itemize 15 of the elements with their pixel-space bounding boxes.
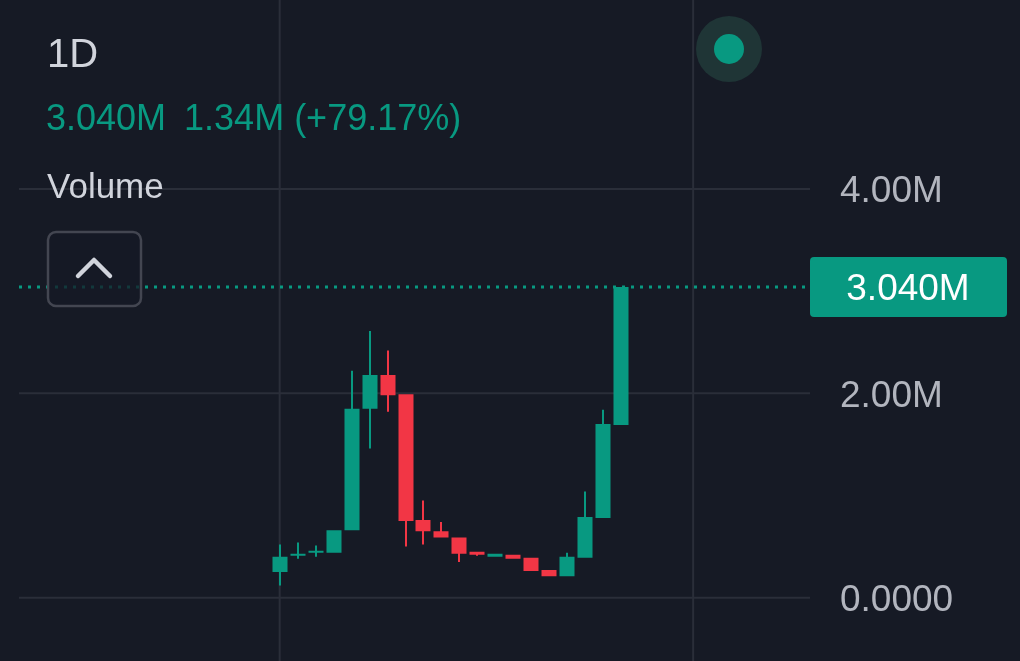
y-tick-label: 4.00M <box>840 169 943 211</box>
candlestick <box>290 542 306 559</box>
y-tick-label: 2.00M <box>840 373 943 415</box>
annotation: 3.040M <box>46 97 167 138</box>
annotation: 1.34M (+79.17%) <box>184 97 462 138</box>
candlestick <box>415 500 431 545</box>
y-axis-title: Volume <box>47 166 164 205</box>
y-tick-label: 0.0000 <box>840 577 954 619</box>
ref-line-label: 3.040M <box>846 267 970 309</box>
candlestick <box>308 545 324 557</box>
text: 1D <box>47 31 99 75</box>
candlestick <box>362 331 378 449</box>
candlestick <box>451 537 467 562</box>
candlestick <box>380 350 396 412</box>
candlestick <box>326 530 342 553</box>
